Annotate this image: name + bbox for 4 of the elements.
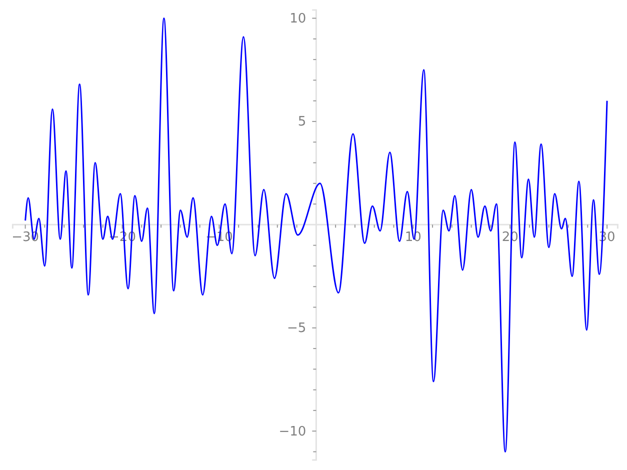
y-tick-label: 10 [290, 11, 306, 26]
y-tick-label: −10 [278, 424, 306, 440]
y-tick-label: −5 [287, 321, 306, 336]
y-tick-label: 5 [298, 114, 306, 130]
